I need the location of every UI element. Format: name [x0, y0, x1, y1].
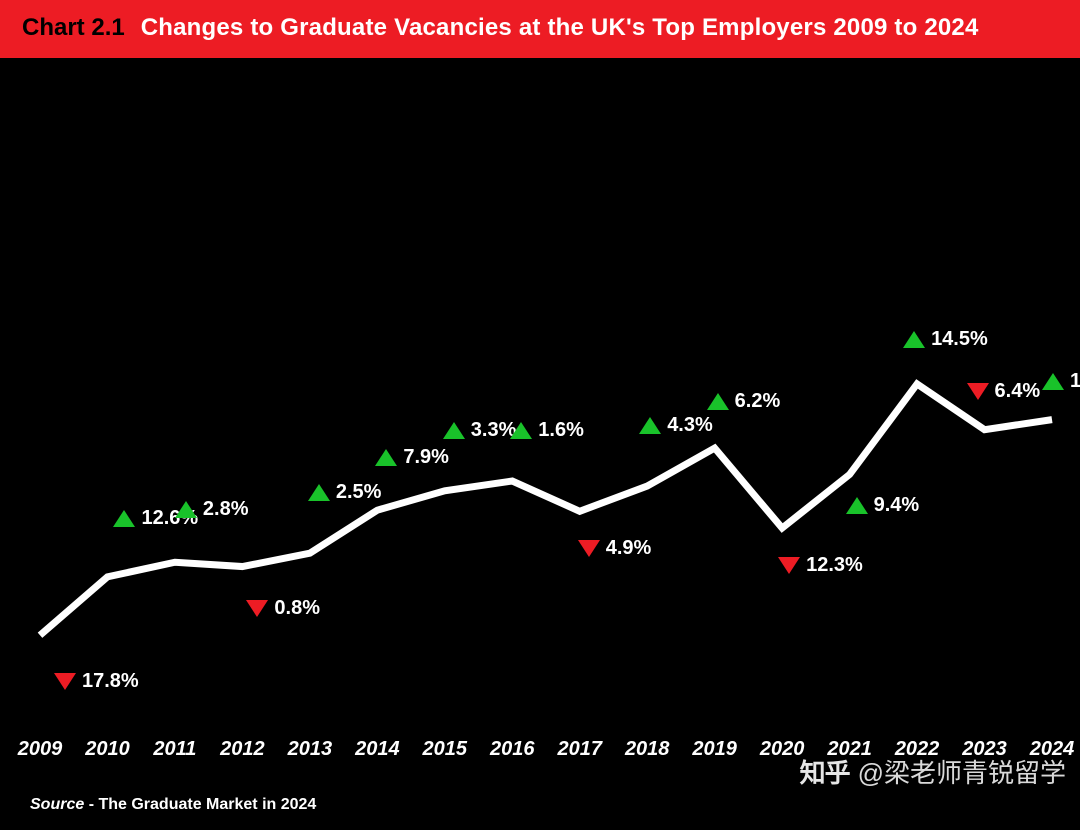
source-separator: - [84, 796, 98, 813]
data-point-label: 1.6% [510, 419, 584, 442]
x-axis-year-label: 2019 [692, 738, 737, 761]
line-chart-svg [0, 58, 1080, 830]
triangle-down-icon [578, 540, 600, 557]
triangle-up-icon [308, 484, 330, 501]
chart-header: Chart 2.1 Changes to Graduate Vacancies … [0, 0, 1080, 58]
triangle-up-icon [846, 497, 868, 514]
data-point-label: 1.5% [1042, 370, 1080, 393]
data-point-label: 7.9% [375, 446, 449, 469]
data-point-value: 7.9% [403, 446, 449, 469]
chart-number: Chart 2.1 [22, 14, 125, 42]
watermark: 知乎 @梁老师青锐留学 [800, 753, 1066, 790]
watermark-attribution: @梁老师青锐留学 [858, 753, 1066, 790]
x-axis-year-label: 2015 [423, 738, 468, 761]
x-axis-year-label: 2017 [557, 738, 602, 761]
data-point-label: 0.8% [246, 597, 320, 620]
triangle-down-icon [967, 383, 989, 400]
triangle-up-icon [1042, 373, 1064, 390]
source-prefix: Source [30, 796, 84, 813]
data-point-label: 12.3% [778, 554, 863, 577]
data-point-value: 4.9% [606, 537, 652, 560]
triangle-up-icon [443, 422, 465, 439]
data-point-value: 2.8% [203, 498, 249, 521]
data-point-label: 9.4% [846, 494, 920, 517]
data-point-value: 6.2% [735, 390, 781, 413]
triangle-down-icon [54, 673, 76, 690]
chart-plot-area: 2009 2010 2011 2012 2013 2014 2015 2016 2017 2018… [0, 58, 1080, 830]
triangle-up-icon [903, 331, 925, 348]
x-axis-year-label: 2010 [85, 738, 130, 761]
data-point-label: 6.2% [707, 390, 781, 413]
data-point-label: 2.8% [175, 498, 249, 521]
x-axis-year-label: 2011 [153, 738, 196, 761]
data-point-value: 1.5% [1070, 370, 1080, 393]
triangle-down-icon [246, 600, 268, 617]
data-point-value: 9.4% [874, 494, 920, 517]
data-point-label: 3.3% [443, 419, 517, 442]
x-axis-year-label: 2020 [760, 738, 805, 761]
data-point-value: 0.8% [274, 597, 320, 620]
data-point-label: 6.4% [967, 380, 1041, 403]
triangle-up-icon [707, 393, 729, 410]
triangle-up-icon [510, 422, 532, 439]
triangle-down-icon [778, 557, 800, 574]
triangle-up-icon [113, 510, 135, 527]
x-axis-year-label: 2009 [18, 738, 63, 761]
data-point-value: 14.5% [931, 328, 988, 351]
triangle-up-icon [375, 449, 397, 466]
data-point-value: 17.8% [82, 670, 139, 693]
x-axis-year-label: 2018 [625, 738, 670, 761]
triangle-up-icon [175, 501, 197, 518]
x-axis-year-label: 2012 [220, 738, 265, 761]
zhihu-logo-icon: 知乎 [800, 753, 850, 790]
data-point-label: 2.5% [308, 481, 382, 504]
data-point-value: 12.3% [806, 554, 863, 577]
data-point-value: 1.6% [538, 419, 584, 442]
data-point-label: 4.3% [639, 414, 713, 437]
chart-title: Changes to Graduate Vacancies at the UK'… [141, 14, 979, 42]
data-point-value: 4.3% [667, 414, 713, 437]
data-point-label: 4.9% [578, 537, 652, 560]
x-axis-year-label: 2013 [288, 738, 333, 761]
x-axis-year-label: 2014 [355, 738, 400, 761]
data-point-value: 2.5% [336, 481, 382, 504]
x-axis-year-label: 2016 [490, 738, 535, 761]
source-text: The Graduate Market in 2024 [98, 796, 316, 813]
data-point-label: 14.5% [903, 328, 988, 351]
triangle-up-icon [639, 417, 661, 434]
source-line: Source - The Graduate Market in 2024 [30, 796, 316, 814]
data-point-value: 6.4% [995, 380, 1041, 403]
data-point-label: 17.8% [54, 670, 139, 693]
